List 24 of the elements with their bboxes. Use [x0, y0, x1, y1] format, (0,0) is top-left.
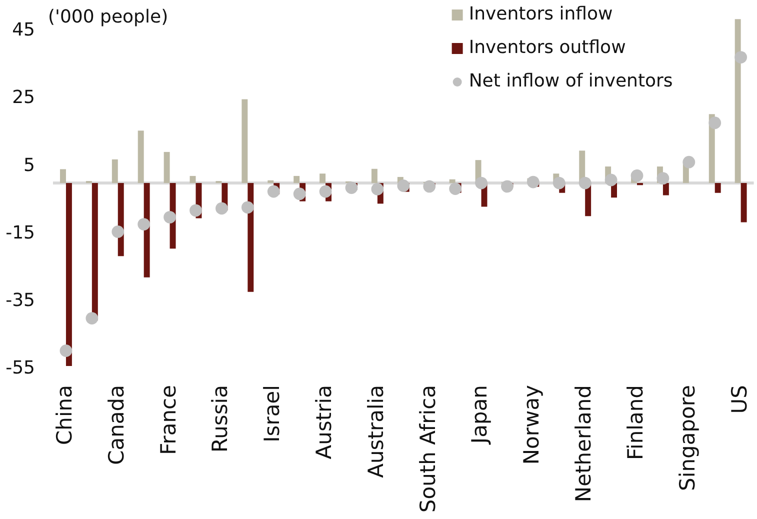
x-tick-label: Norway	[520, 385, 544, 465]
y-tick-label: -35	[6, 290, 35, 312]
y-tick-label: 5	[24, 154, 35, 176]
x-tick-label: Austria	[312, 385, 336, 460]
x-tick-label: China	[52, 385, 76, 445]
x-tick-label: Japan	[468, 385, 492, 446]
y-tick-label: -55	[6, 358, 35, 379]
x-tick-label: France	[156, 385, 180, 455]
x-tick-label: South Africa	[416, 385, 440, 513]
y-tick-label: 45	[12, 20, 35, 41]
x-tick-label: US	[727, 385, 752, 414]
x-tick-label: Russia	[208, 385, 232, 453]
x-tick-label: Finland	[623, 385, 648, 460]
x-tick-label: Australia	[364, 385, 388, 478]
x-tick-label: Israel	[260, 385, 284, 442]
y-tick-label: 25	[12, 87, 35, 108]
legend-label: Inventors outflow	[468, 37, 626, 58]
y-axis-title: ('000 people)	[48, 6, 168, 28]
x-tick-label: Canada	[104, 385, 128, 465]
x-tick-label: Singapore	[675, 385, 700, 491]
legend-label: Net inflow of inventors	[468, 70, 673, 92]
y-tick-label: -15	[6, 222, 35, 244]
legend-label: Inventors inflow	[468, 4, 613, 25]
x-tick-label: Netherland	[572, 385, 596, 502]
